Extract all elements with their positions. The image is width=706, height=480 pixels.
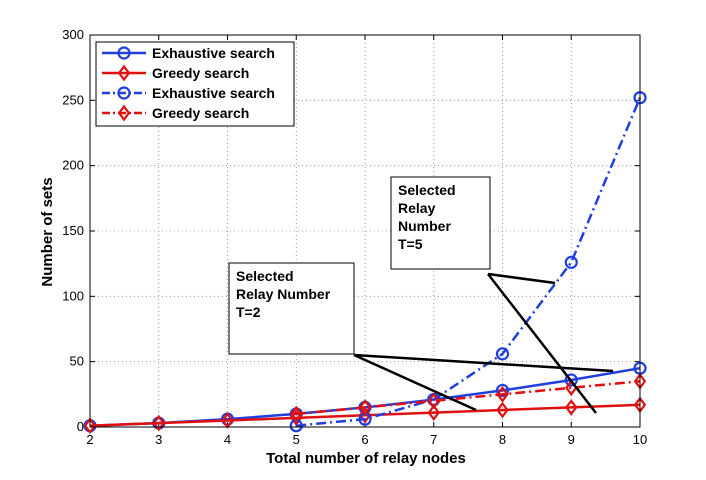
annotation-box <box>228 262 355 355</box>
y-tick-label: 100 <box>62 288 84 303</box>
series-line <box>296 97 642 427</box>
x-tick-label: 3 <box>155 432 162 447</box>
annotation-pointer <box>353 353 477 412</box>
annotation-pointer <box>487 273 597 414</box>
series-4 <box>290 372 647 423</box>
y-axis-label: Number of sets <box>39 177 56 286</box>
data-point <box>358 399 372 416</box>
data-series <box>83 91 647 435</box>
legend-marker <box>117 64 131 82</box>
legend-entry-3: Exhaustive search <box>102 85 275 101</box>
data-point <box>496 401 509 419</box>
annotation-text: T=2 <box>236 304 261 320</box>
legend-marker <box>117 46 131 60</box>
annotation-text: T=5 <box>398 236 423 252</box>
x-tick-label: 8 <box>499 432 506 447</box>
legend-label: Greedy search <box>152 105 249 121</box>
data-point <box>358 406 372 424</box>
data-point <box>565 399 578 416</box>
annotation-pointer <box>353 353 614 373</box>
series-3 <box>289 91 647 433</box>
data-point <box>290 405 303 423</box>
x-tick-label: 9 <box>568 432 575 447</box>
legend-label: Greedy search <box>152 65 249 81</box>
data-point <box>495 383 510 398</box>
data-point <box>427 404 440 421</box>
plot-area-border <box>89 34 641 428</box>
series-line <box>296 380 641 416</box>
legend-entry-2: Greedy search <box>102 64 249 82</box>
x-tick-label: 5 <box>293 432 300 447</box>
x-axis-label: Total number of relay nodes <box>266 450 466 467</box>
y-tick-label: 300 <box>62 27 84 42</box>
y-tick-label: 0 <box>77 419 84 434</box>
annotation-text: Relay Number <box>236 286 331 302</box>
x-tick-label: 4 <box>224 432 231 447</box>
legend-marker <box>117 86 131 100</box>
data-point <box>427 392 440 410</box>
data-point <box>495 347 510 361</box>
annotation-text: Relay <box>398 200 436 216</box>
annotation-pointer <box>487 272 556 285</box>
legend-entry-4: Greedy search <box>102 104 249 122</box>
data-point <box>496 386 509 403</box>
annotations: Selected Relay Number T=2 Selected Relay Numb… <box>228 176 614 414</box>
series-line <box>89 366 641 427</box>
annotation-text: Selected <box>398 182 456 198</box>
x-tick-label: 2 <box>86 432 93 447</box>
annotation-text: Selected <box>236 268 294 284</box>
annotation-2: Selected Relay Number T=5 <box>390 176 597 414</box>
y-tick-label: 50 <box>70 354 84 369</box>
data-point <box>564 255 578 269</box>
annotation-box <box>390 176 491 270</box>
annotation-1: Selected Relay Number T=2 <box>228 262 614 412</box>
y-tick-label: 150 <box>62 223 84 238</box>
y-tick-label: 200 <box>62 158 84 173</box>
legend-entry-1: Exhaustive search <box>102 45 275 61</box>
legend-label: Exhaustive search <box>152 85 275 101</box>
legend-label: Exhaustive search <box>152 45 275 61</box>
legend-marker <box>117 104 131 122</box>
annotation-text: Number <box>398 218 451 234</box>
x-tick-label: 7 <box>430 432 437 447</box>
data-point <box>152 414 165 432</box>
data-point <box>564 373 578 387</box>
x-tick-label: 10 <box>633 432 647 447</box>
plot-frame <box>89 34 641 428</box>
data-point <box>83 417 97 435</box>
legend: Exhaustive search Greedy search Exhaustive… <box>95 41 295 127</box>
y-tick-label: 250 <box>62 92 84 107</box>
x-tick-label: 6 <box>361 432 368 447</box>
